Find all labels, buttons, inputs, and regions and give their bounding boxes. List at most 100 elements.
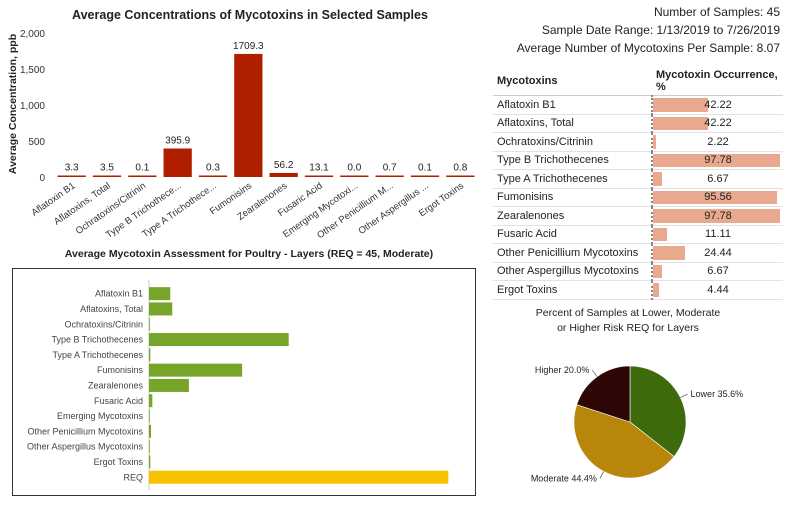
occurrence-bar [653, 209, 781, 223]
chart1-data-label: 3.5 [100, 163, 114, 174]
chart1-bar [340, 175, 369, 177]
table-cell-occurrence: 6.67 [651, 169, 783, 189]
occurrence-bar [653, 190, 778, 204]
table-cell-name: Fumonisins [493, 188, 652, 207]
table-cell-name: Aflatoxin B1 [493, 95, 652, 115]
pie-slice-moderate [573, 404, 675, 479]
chart2-category-label: Type B Trichothecenes [51, 335, 143, 345]
sample-count: Number of Samples: 45 [653, 5, 780, 19]
occurrence-value: 6.67 [707, 172, 729, 185]
table-row: Type A Trichothecenes 6.67 [493, 169, 783, 189]
chart2-bar [149, 470, 449, 484]
chart2-category-label: Fumonisins [97, 365, 144, 375]
occurrence-value: 2.22 [707, 135, 729, 148]
chart2-bar [149, 424, 151, 438]
table-row: Other Aspergillus Mycotoxins 6.67 [493, 262, 783, 281]
chart2-category-label: Other Penicillium Mycotoxins [27, 426, 143, 436]
chart1-data-label: 56.2 [274, 160, 294, 171]
chart1-bar [128, 175, 157, 177]
chart1-ytick: 1,000 [20, 101, 45, 112]
chart1-data-label: 395.9 [165, 135, 190, 146]
chart1-ylabel: Average Concentration, ppb [7, 34, 19, 174]
table-cell-occurrence: 97.78 [651, 206, 783, 226]
pie-slice-label: Lower 35.6% [691, 389, 744, 399]
table-row: Fusaric Acid 11.11 [493, 225, 783, 244]
sample-date-range: Sample Date Range: 1/13/2019 to 7/26/201… [541, 23, 780, 37]
occurrence-value: 6.67 [707, 265, 729, 278]
chart2-category-label: Ochratoxins/Citrinin [64, 319, 143, 329]
chart2-category-label: Aflatoxins, Total [80, 304, 143, 314]
chart2-category-label: Aflatoxin B1 [95, 289, 143, 299]
chart2-category-label: Other Aspergillus Mycotoxins [27, 442, 144, 452]
occurrence-bar [653, 264, 662, 278]
chart2-bar [149, 333, 289, 347]
chart1-ytick: 0 [39, 173, 45, 184]
chart2-category-label: Emerging Mycotoxins [57, 411, 144, 421]
chart1-data-label: 0.8 [453, 163, 467, 174]
table-row: Aflatoxins, Total 42.22 [493, 114, 783, 133]
table-cell-name: Other Penicillium Mycotoxins [493, 243, 652, 263]
table-row: Aflatoxin B1 42.22 [493, 95, 783, 115]
chart2-bar [149, 409, 150, 423]
occurrence-value: 11.11 [705, 228, 731, 241]
chart2-bar [149, 287, 171, 301]
chart1-data-label: 0.3 [206, 163, 220, 174]
table-header-occurrence: Mycotoxin Occurrence, % [652, 67, 783, 96]
chart1-bar [304, 175, 334, 177]
chart2-bar [149, 378, 189, 392]
chart1-data-label: 3.3 [65, 163, 79, 174]
table-cell-occurrence: 97.78 [651, 151, 783, 170]
pie-leader-line [592, 370, 598, 377]
chart2-category-label: Fusaric Acid [94, 396, 143, 406]
occurrence-bar [653, 227, 668, 241]
chart2-bar [149, 363, 243, 377]
chart1-bar [92, 175, 122, 177]
chart1-data-label: 0.1 [135, 163, 149, 174]
chart2-bar [149, 440, 150, 454]
table-cell-name: Aflatoxins, Total [493, 114, 652, 133]
chart1-bar [269, 172, 298, 177]
occurrence-value: 95.56 [704, 191, 732, 204]
occurrence-bar [653, 246, 685, 260]
chart2-bar [149, 302, 173, 316]
risk-pie-chart: Percent of Samples at Lower, Moderate or… [531, 307, 744, 483]
chart1-data-label: 0.0 [347, 163, 361, 174]
chart2-bar [149, 317, 150, 331]
chart2-category-label: Zearalenones [88, 380, 144, 390]
table-cell-occurrence: 6.67 [651, 262, 783, 281]
chart1-bar [446, 175, 475, 177]
chart1-ytick: 2,000 [20, 29, 45, 40]
occurrence-value: 4.44 [707, 283, 729, 296]
pie-leader-line [599, 471, 604, 479]
pie-slice-label: Higher 20.0% [535, 365, 590, 375]
occurrence-bar [653, 153, 781, 167]
chart1-data-label: 13.1 [309, 163, 329, 174]
occurrence-bar [653, 283, 659, 297]
occurrence-table: Mycotoxins Mycotoxin Occurrence, % Aflat… [493, 67, 783, 300]
occurrence-value: 97.78 [704, 154, 732, 167]
table-cell-occurrence: 24.44 [651, 243, 783, 263]
chart1-bar [57, 175, 86, 177]
table-cell-occurrence: 4.44 [651, 280, 783, 300]
pie-slice-lower [629, 365, 687, 458]
chart1-ytick: 1,500 [20, 65, 45, 76]
chart1-data-label: 1709.3 [233, 41, 264, 52]
table-cell-occurrence: 95.56 [651, 188, 783, 207]
table-row: Ochratoxins/Citrinin 2.22 [493, 132, 783, 152]
occurrence-bar [653, 172, 662, 186]
table-cell-occurrence: 42.22 [651, 95, 783, 115]
chart1-ytick: 500 [28, 137, 45, 148]
table-cell-occurrence: 2.22 [651, 132, 783, 152]
avg-mycotoxins-per-sample: Average Number of Mycotoxins Per Sample:… [516, 41, 780, 55]
chart1-bar [375, 175, 404, 177]
concentration-bar-chart: Average Concentrations of Mycotoxins in … [7, 8, 475, 241]
chart2-title-wrap: Average Mycotoxin Assessment for Poultry… [65, 248, 433, 260]
table-cell-name: Ochratoxins/Citrinin [493, 132, 652, 152]
table-cell-name: Other Aspergillus Mycotoxins [493, 262, 652, 281]
chart2-bar [149, 455, 151, 469]
chart1-bar [234, 53, 263, 177]
table-row: Ergot Toxins 4.44 [493, 280, 783, 300]
pie-title-line2: or Higher Risk REQ for Layers [557, 322, 699, 334]
chart1-bar [410, 175, 440, 177]
table-cell-occurrence: 11.11 [651, 225, 783, 244]
